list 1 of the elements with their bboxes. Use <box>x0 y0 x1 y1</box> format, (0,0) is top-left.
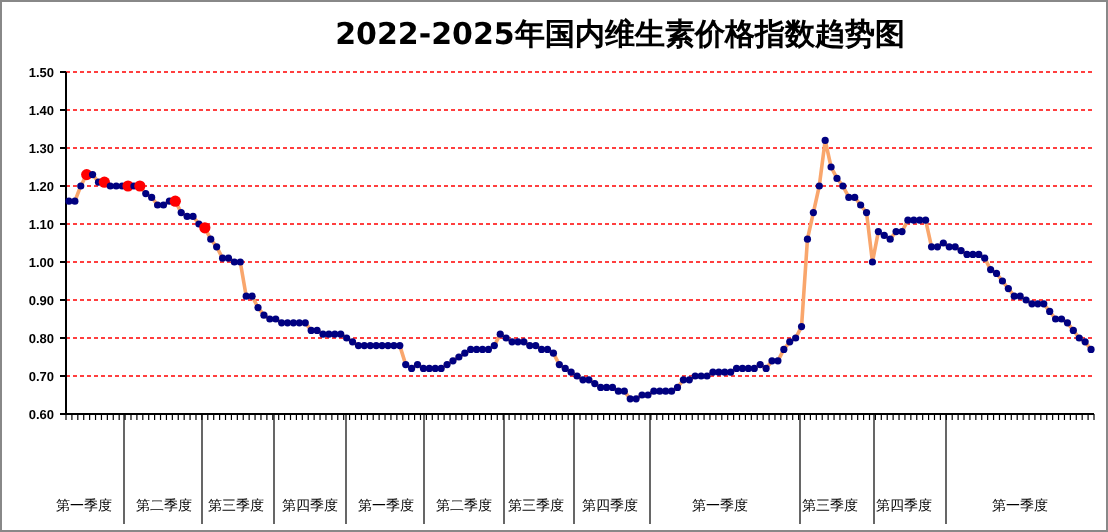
chart-title: 2022-2025年国内维生素价格指数趋势图 <box>335 16 905 52</box>
